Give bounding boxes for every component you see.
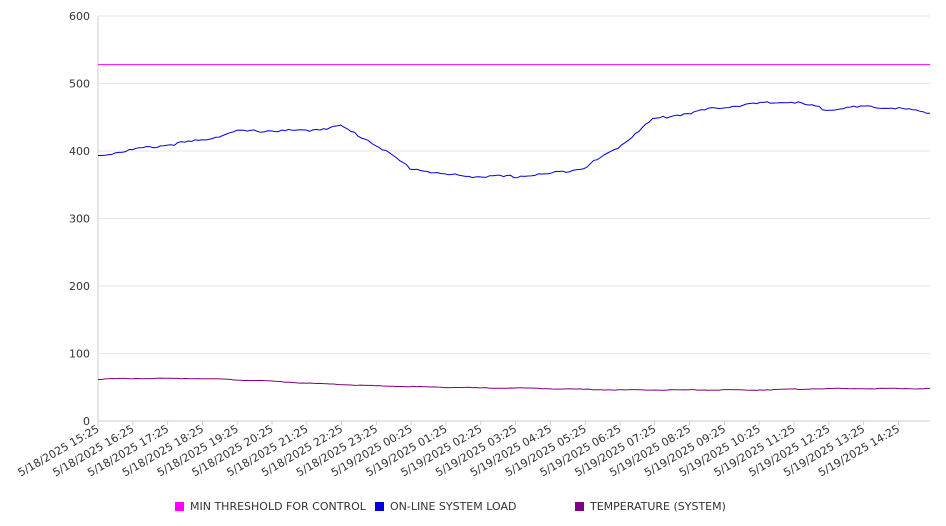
line-chart: 0 100 200 300 400 500 600 5/18/2025 15:255/18/… bbox=[16, 10, 931, 479]
legend-label: TEMPERATURE (SYSTEM) bbox=[590, 499, 726, 513]
legend-swatch bbox=[575, 501, 584, 511]
series-line-temperature-system bbox=[98, 377, 931, 391]
y-axis: 0 100 200 300 400 500 600 bbox=[69, 10, 90, 428]
legend-swatch bbox=[375, 501, 384, 511]
y-tick-label: 500 bbox=[69, 78, 90, 91]
legend-label: MIN THRESHOLD FOR CONTROL bbox=[190, 499, 366, 513]
y-tick-label: 0 bbox=[83, 415, 90, 428]
series-line-on-line-system-load bbox=[98, 101, 931, 179]
y-tick-label: 600 bbox=[69, 10, 90, 23]
y-tick-label: 100 bbox=[69, 348, 90, 361]
legend-item-system-load[interactable]: ON-LINE SYSTEM LOAD bbox=[375, 498, 516, 514]
x-axis: 5/18/2025 15:255/18/2025 16:255/18/2025 … bbox=[16, 421, 902, 479]
plot-area bbox=[98, 64, 931, 391]
y-tick-label: 200 bbox=[69, 280, 90, 293]
legend-swatch bbox=[175, 501, 184, 511]
grid-lines bbox=[97, 15, 930, 422]
legend-item-threshold[interactable]: MIN THRESHOLD FOR CONTROL bbox=[175, 498, 366, 514]
legend-label: ON-LINE SYSTEM LOAD bbox=[390, 499, 517, 513]
y-tick-label: 300 bbox=[69, 213, 90, 226]
legend-item-temperature[interactable]: TEMPERATURE (SYSTEM) bbox=[575, 498, 726, 514]
y-tick-label: 400 bbox=[69, 145, 90, 158]
